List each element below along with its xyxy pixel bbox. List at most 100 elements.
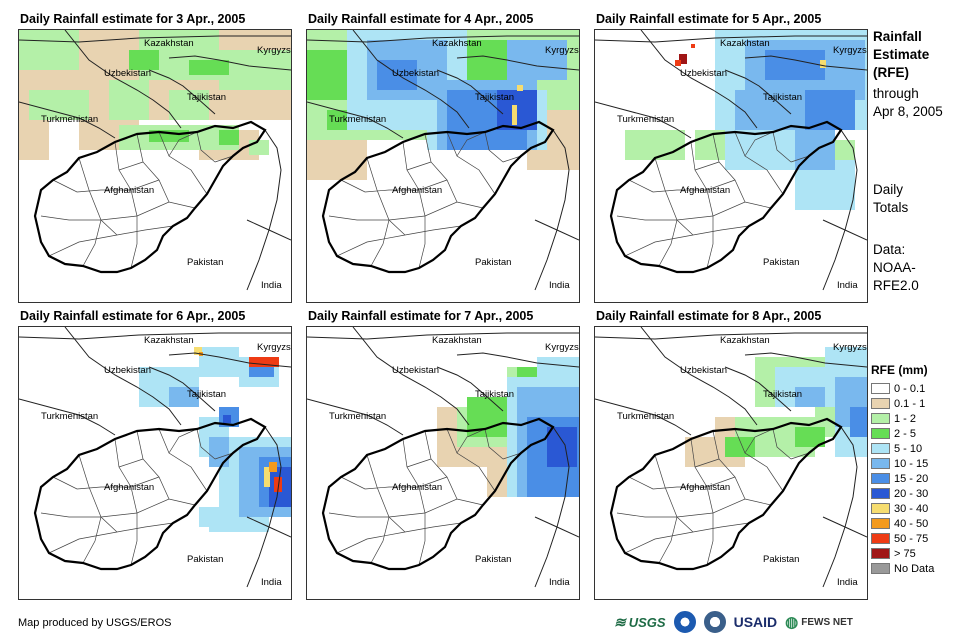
province-border <box>196 428 216 460</box>
country-label-tajikistan: Tajikistan <box>475 389 514 400</box>
province-border <box>734 131 784 195</box>
rainfall-cell <box>249 357 279 367</box>
province-border <box>418 513 426 566</box>
country-label-tajikistan: Tajikistan <box>187 92 226 103</box>
legend-label: > 75 <box>894 547 916 560</box>
country-label-turkmenistan: Turkmenistan <box>41 114 98 125</box>
province-border <box>78 157 118 236</box>
province-border <box>790 155 810 163</box>
legend-swatch <box>871 458 890 469</box>
country-label-uzbekistan: Uzbekistan <box>392 365 439 376</box>
dhs-seal-icon <box>703 611 726 633</box>
noaa-seal-icon <box>673 611 696 633</box>
legend-label: 0.1 - 1 <box>894 397 926 410</box>
province-border <box>772 428 792 460</box>
province-border <box>658 516 678 564</box>
country-border <box>456 352 579 368</box>
legend-swatch <box>871 383 890 394</box>
country-label-afghanistan: Afghanistan <box>680 185 730 196</box>
afghanistan-border <box>33 417 267 571</box>
legend-label: 50 - 75 <box>894 532 929 545</box>
legend-swatch <box>871 398 890 409</box>
province-border <box>158 131 208 195</box>
rainfall-cell <box>512 105 517 125</box>
legend-swatch <box>871 488 890 499</box>
country-label-turkmenistan: Turkmenistan <box>329 411 386 422</box>
legend-label: 30 - 40 <box>894 502 929 515</box>
province-border <box>484 428 504 460</box>
province-border <box>130 513 138 566</box>
rainfall-cell <box>795 427 825 447</box>
country-border <box>307 332 579 340</box>
panel-title-1: Daily Rainfall estimate for 3 Apr., 2005 <box>20 12 246 26</box>
province-border <box>40 498 196 518</box>
province-border <box>694 161 720 171</box>
rfe-legend: RFE (mm) 0 - 0.1 0.1 - 1 1 - 2 2 - 5 5 - 10 1… <box>871 363 934 576</box>
province-border <box>402 141 426 217</box>
side-daily: Daily Totals <box>873 182 909 215</box>
country-label-kyrgyzstan: Kyrgyzstan <box>257 45 291 56</box>
country-border <box>19 35 291 43</box>
country-label-uzbekistan: Uzbekistan <box>680 68 727 79</box>
map-svg: Kazakhstan Kyrgyzstan Uzbekistan Tajikistan… <box>307 30 579 291</box>
province-border <box>136 133 170 203</box>
province-border <box>706 216 714 269</box>
rainfall-cell <box>19 120 49 160</box>
province-border <box>130 216 138 269</box>
country-label-uzbekistan: Uzbekistan <box>392 68 439 79</box>
province-border <box>336 522 462 554</box>
panel-title-4: Daily Rainfall estimate for 6 Apr., 2005 <box>20 309 246 323</box>
rainfall-cell <box>209 437 229 467</box>
province-border <box>168 131 198 157</box>
rainfall-cell <box>109 80 149 120</box>
province-border <box>82 516 102 564</box>
country-border <box>595 101 692 139</box>
province-border <box>118 458 144 468</box>
rainfall-cell <box>765 50 825 80</box>
country-label-afghanistan: Afghanistan <box>104 185 154 196</box>
map-svg: Kazakhstan Kyrgyzstan Uzbekistan Tajikistan… <box>19 30 291 291</box>
country-border <box>744 352 867 368</box>
legend-swatch <box>871 518 890 529</box>
country-label-kazakhstan: Kazakhstan <box>432 335 482 346</box>
province-border <box>402 438 426 514</box>
legend-swatch <box>871 473 890 484</box>
country-label-pakistan: Pakistan <box>187 257 223 268</box>
country-label-kyrgyzstan: Kyrgyzstan <box>833 342 867 353</box>
country-border <box>822 426 858 588</box>
country-border <box>436 69 504 115</box>
province-border <box>328 201 484 221</box>
legend-swatch <box>871 563 890 574</box>
legend-swatch <box>871 443 890 454</box>
map-panel-4: Kazakhstan Kyrgyzstan Uzbekistan Tajikistan… <box>18 326 292 600</box>
rainfall-cell <box>679 54 687 64</box>
country-border <box>595 35 867 43</box>
country-border <box>724 366 792 412</box>
country-border <box>534 219 579 241</box>
rainfall-cell <box>820 60 826 68</box>
province-border <box>40 201 196 221</box>
panel-title-5: Daily Rainfall estimate for 7 Apr., 2005 <box>308 309 534 323</box>
country-border <box>246 129 282 291</box>
province-border <box>654 454 694 533</box>
country-border <box>307 35 579 43</box>
map-panel-5: Kazakhstan Kyrgyzstan Uzbekistan Tajikistan… <box>306 326 580 600</box>
province-border <box>744 131 774 157</box>
province-border <box>446 428 496 492</box>
country-label-kazakhstan: Kazakhstan <box>720 335 770 346</box>
country-label-kazakhstan: Kazakhstan <box>144 38 194 49</box>
country-label-kazakhstan: Kazakhstan <box>432 38 482 49</box>
country-label-turkmenistan: Turkmenistan <box>617 411 674 422</box>
province-border <box>484 131 504 163</box>
legend-item: 1 - 2 <box>871 411 934 426</box>
legend-swatch <box>871 533 890 544</box>
country-border <box>822 516 867 538</box>
rainfall-cell <box>725 437 755 457</box>
country-label-afghanistan: Afghanistan <box>104 482 154 493</box>
afghanistan-border <box>321 120 555 274</box>
country-label-india: India <box>549 280 570 291</box>
side-through: through Apr 8, 2005 <box>873 86 943 119</box>
country-label-uzbekistan: Uzbekistan <box>680 365 727 376</box>
province-border <box>772 131 792 163</box>
province-border <box>424 133 458 203</box>
